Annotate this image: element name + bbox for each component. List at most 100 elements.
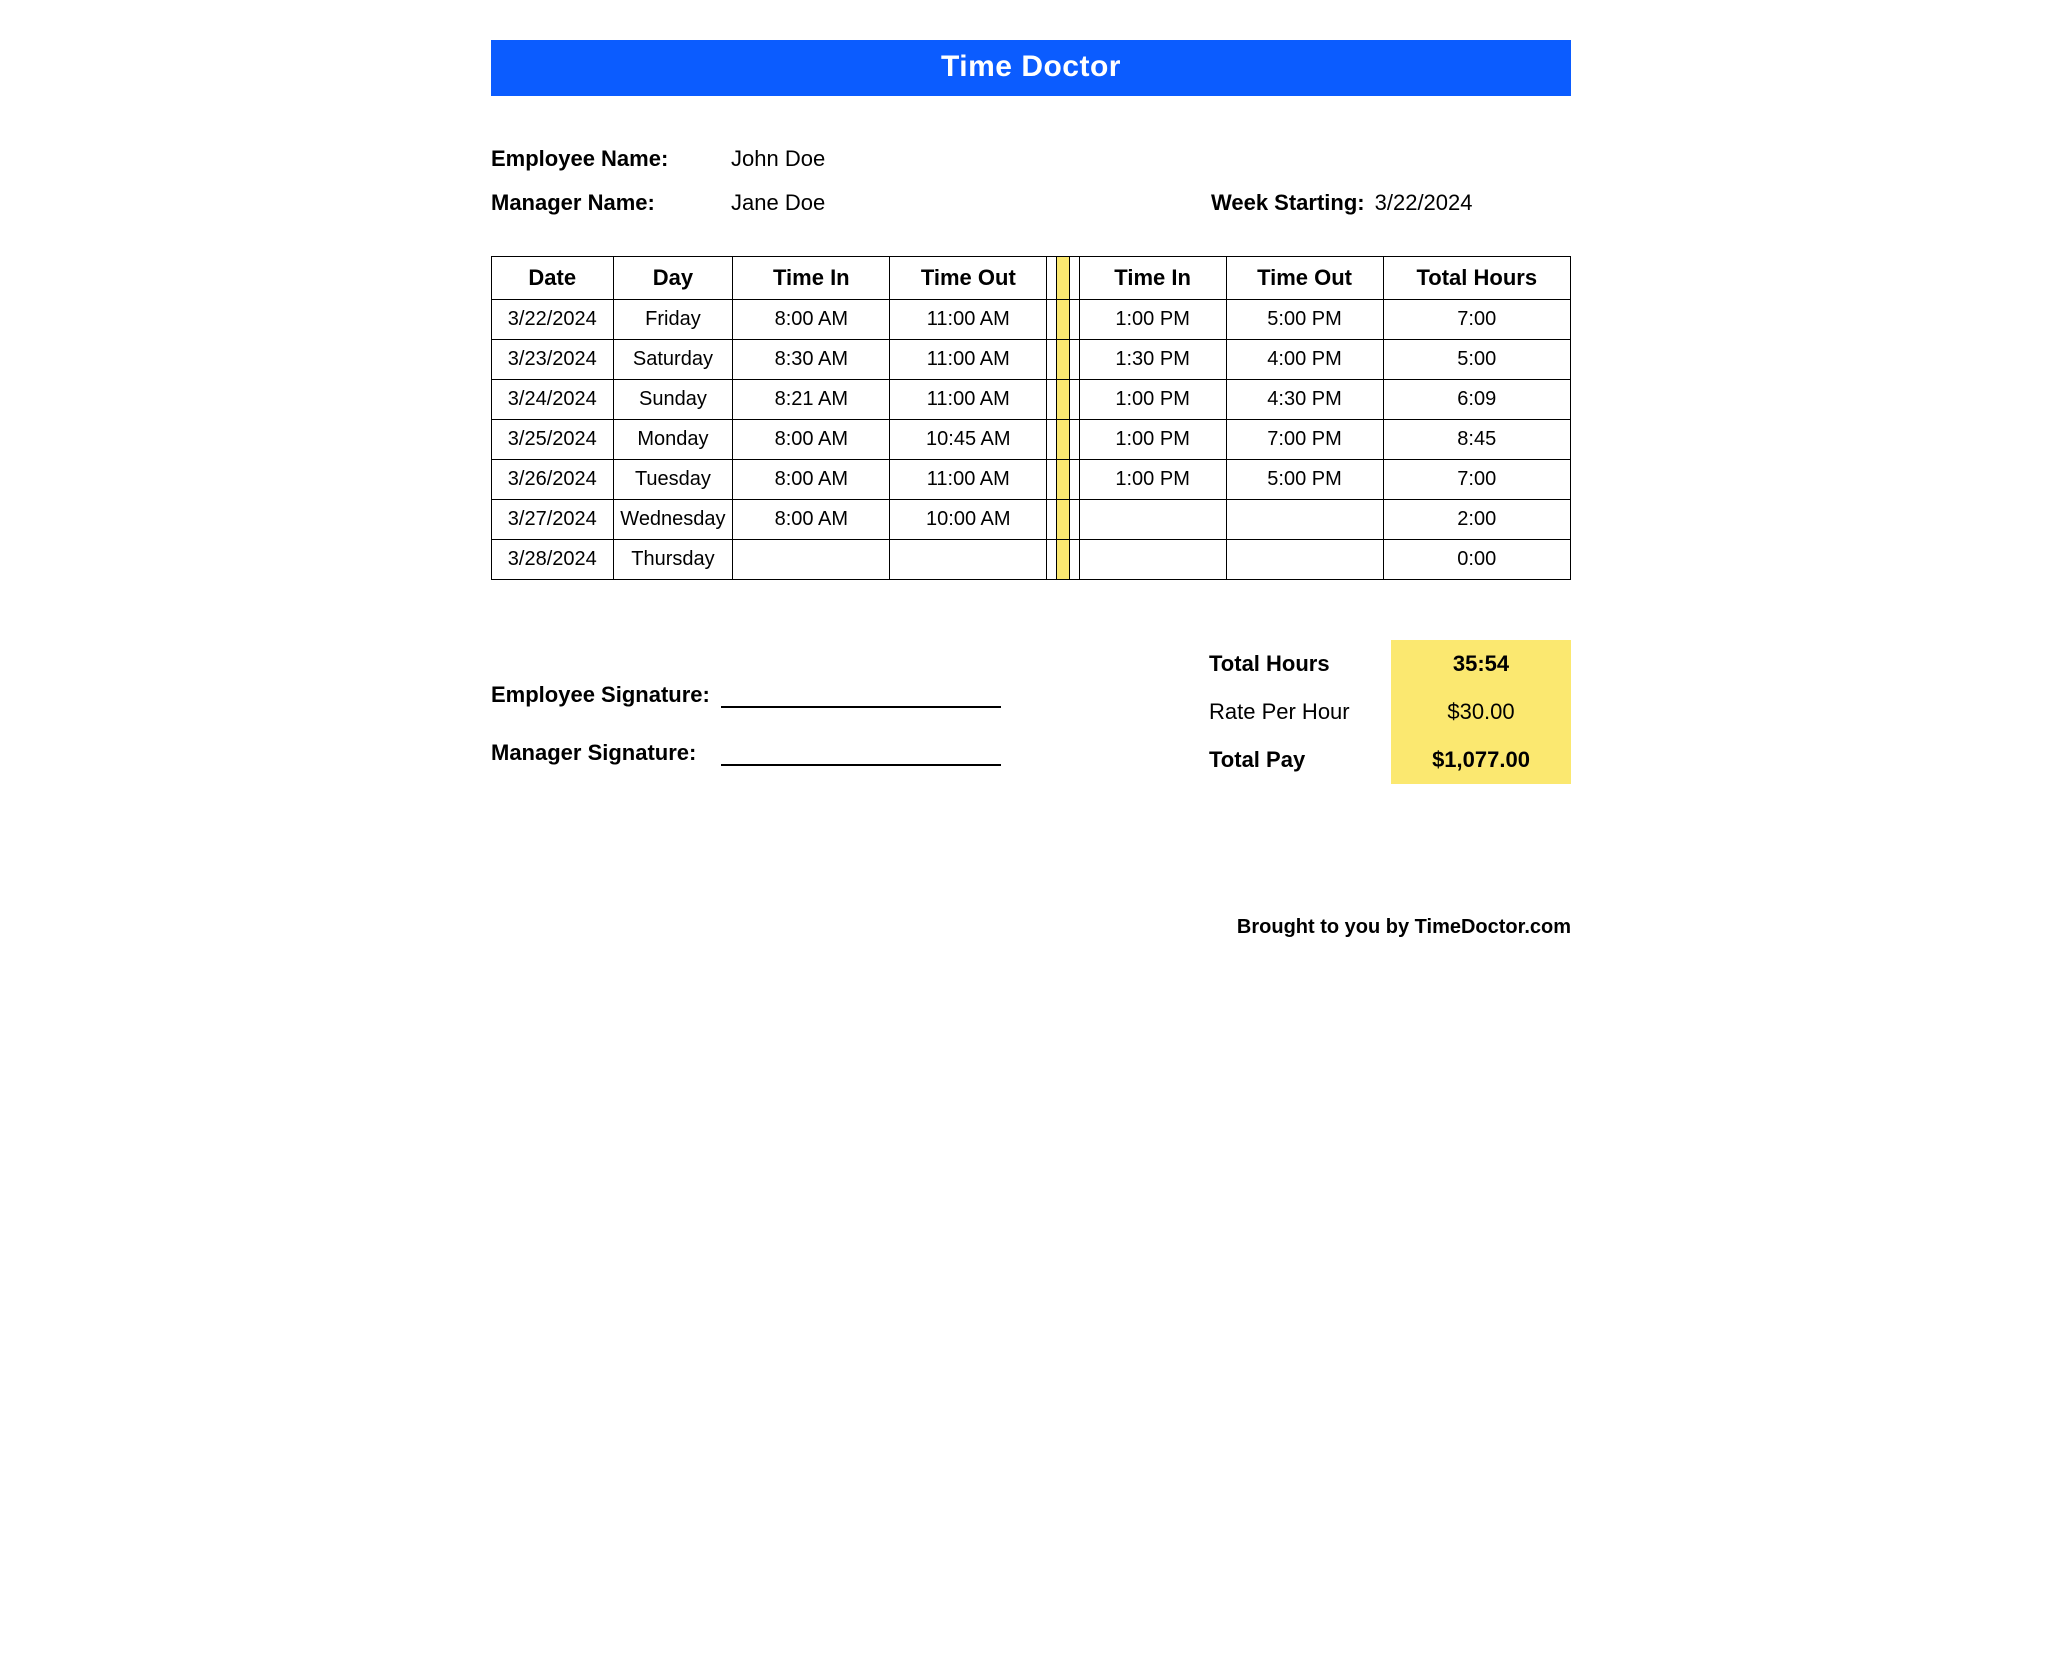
week-starting-label: Week Starting: — [1211, 190, 1365, 216]
gap-cell — [1069, 420, 1079, 460]
table-row: 3/26/2024 Tuesday 8:00 AM 11:00 AM 1:00 … — [492, 460, 1571, 500]
cell-out1 — [890, 540, 1047, 580]
total-hours-value: 35:54 — [1391, 640, 1571, 688]
timesheet-document: Time Doctor Employee Name: John Doe Mana… — [491, 40, 1571, 939]
cell-in1: 8:21 AM — [733, 380, 890, 420]
cell-in1: 8:00 AM — [733, 420, 890, 460]
cell-out2: 5:00 PM — [1226, 460, 1383, 500]
cell-date: 3/25/2024 — [492, 420, 614, 460]
table-row: 3/22/2024 Friday 8:00 AM 11:00 AM 1:00 P… — [492, 300, 1571, 340]
cell-out1: 10:45 AM — [890, 420, 1047, 460]
cell-day: Thursday — [613, 540, 733, 580]
cell-in1 — [733, 540, 890, 580]
cell-out1: 11:00 AM — [890, 460, 1047, 500]
cell-date: 3/27/2024 — [492, 500, 614, 540]
gap-cell — [1057, 540, 1069, 580]
gap-cell — [1069, 460, 1079, 500]
cell-total: 2:00 — [1383, 500, 1570, 540]
cell-day: Friday — [613, 300, 733, 340]
cell-date: 3/26/2024 — [492, 460, 614, 500]
gap-cell — [1047, 380, 1057, 420]
total-pay-value: $1,077.00 — [1391, 736, 1571, 784]
manager-signature-line — [721, 738, 1001, 766]
cell-in1: 8:00 AM — [733, 300, 890, 340]
gap-cell — [1057, 380, 1069, 420]
col-time-in-1: Time In — [733, 257, 890, 300]
table-row: 3/27/2024 Wednesday 8:00 AM 10:00 AM 2:0… — [492, 500, 1571, 540]
gap-cell — [1069, 300, 1079, 340]
gap-cell — [1057, 500, 1069, 540]
gap-cell — [1047, 420, 1057, 460]
table-row: 3/25/2024 Monday 8:00 AM 10:45 AM 1:00 P… — [492, 420, 1571, 460]
gap-cell — [1057, 300, 1069, 340]
cell-in1: 8:00 AM — [733, 500, 890, 540]
rate-value: $30.00 — [1391, 688, 1571, 736]
cell-day: Tuesday — [613, 460, 733, 500]
gap-cell — [1057, 340, 1069, 380]
cell-total: 8:45 — [1383, 420, 1570, 460]
manager-signature-label: Manager Signature: — [491, 740, 721, 766]
employee-name-value: John Doe — [731, 146, 825, 172]
cell-in2: 1:00 PM — [1079, 300, 1226, 340]
col-time-out-2: Time Out — [1226, 257, 1383, 300]
table-row: 3/24/2024 Sunday 8:21 AM 11:00 AM 1:00 P… — [492, 380, 1571, 420]
total-pay-label: Total Pay — [1201, 747, 1391, 773]
table-header-row: Date Day Time In Time Out Time In Time O… — [492, 257, 1571, 300]
col-time-out-1: Time Out — [890, 257, 1047, 300]
cell-date: 3/28/2024 — [492, 540, 614, 580]
cell-in2: 1:00 PM — [1079, 380, 1226, 420]
timesheet-table: Date Day Time In Time Out Time In Time O… — [491, 256, 1571, 580]
employee-signature-line — [721, 680, 1001, 708]
gap-cell — [1047, 340, 1057, 380]
cell-out2: 7:00 PM — [1226, 420, 1383, 460]
title-banner: Time Doctor — [491, 40, 1571, 96]
cell-out2: 4:30 PM — [1226, 380, 1383, 420]
cell-in1: 8:00 AM — [733, 460, 890, 500]
cell-out2: 4:00 PM — [1226, 340, 1383, 380]
employee-signature-label: Employee Signature: — [491, 682, 721, 708]
cell-out1: 11:00 AM — [890, 300, 1047, 340]
gap-cell — [1057, 460, 1069, 500]
cell-total: 6:09 — [1383, 380, 1570, 420]
cell-day: Monday — [613, 420, 733, 460]
col-day: Day — [613, 257, 733, 300]
employee-name-label: Employee Name: — [491, 146, 731, 172]
cell-out2: 5:00 PM — [1226, 300, 1383, 340]
gap-cell — [1069, 540, 1079, 580]
gap-cell — [1069, 500, 1079, 540]
title-text: Time Doctor — [941, 50, 1121, 83]
gap-cell — [1057, 257, 1069, 300]
cell-in1: 8:30 AM — [733, 340, 890, 380]
cell-total: 7:00 — [1383, 460, 1570, 500]
col-total: Total Hours — [1383, 257, 1570, 300]
cell-out1: 11:00 AM — [890, 340, 1047, 380]
totals-block: Total Hours 35:54 Rate Per Hour $30.00 T… — [1201, 640, 1571, 796]
manager-name-value: Jane Doe — [731, 190, 825, 216]
cell-out2 — [1226, 540, 1383, 580]
cell-day: Wednesday — [613, 500, 733, 540]
cell-total: 0:00 — [1383, 540, 1570, 580]
cell-in2 — [1079, 540, 1226, 580]
cell-out1: 10:00 AM — [890, 500, 1047, 540]
gap-cell — [1069, 380, 1079, 420]
cell-date: 3/24/2024 — [492, 380, 614, 420]
gap-cell — [1069, 340, 1079, 380]
footer-text: Brought to you by TimeDoctor.com — [491, 916, 1571, 939]
cell-in2 — [1079, 500, 1226, 540]
cell-in2: 1:30 PM — [1079, 340, 1226, 380]
cell-day: Sunday — [613, 380, 733, 420]
gap-cell — [1047, 500, 1057, 540]
table-row: 3/23/2024 Saturday 8:30 AM 11:00 AM 1:30… — [492, 340, 1571, 380]
cell-in2: 1:00 PM — [1079, 460, 1226, 500]
total-hours-label: Total Hours — [1201, 651, 1391, 677]
col-date: Date — [492, 257, 614, 300]
cell-in2: 1:00 PM — [1079, 420, 1226, 460]
cell-total: 7:00 — [1383, 300, 1570, 340]
cell-date: 3/23/2024 — [492, 340, 614, 380]
cell-out2 — [1226, 500, 1383, 540]
cell-date: 3/22/2024 — [492, 300, 614, 340]
gap-cell — [1047, 460, 1057, 500]
cell-out1: 11:00 AM — [890, 380, 1047, 420]
col-time-in-2: Time In — [1079, 257, 1226, 300]
manager-name-label: Manager Name: — [491, 190, 731, 216]
